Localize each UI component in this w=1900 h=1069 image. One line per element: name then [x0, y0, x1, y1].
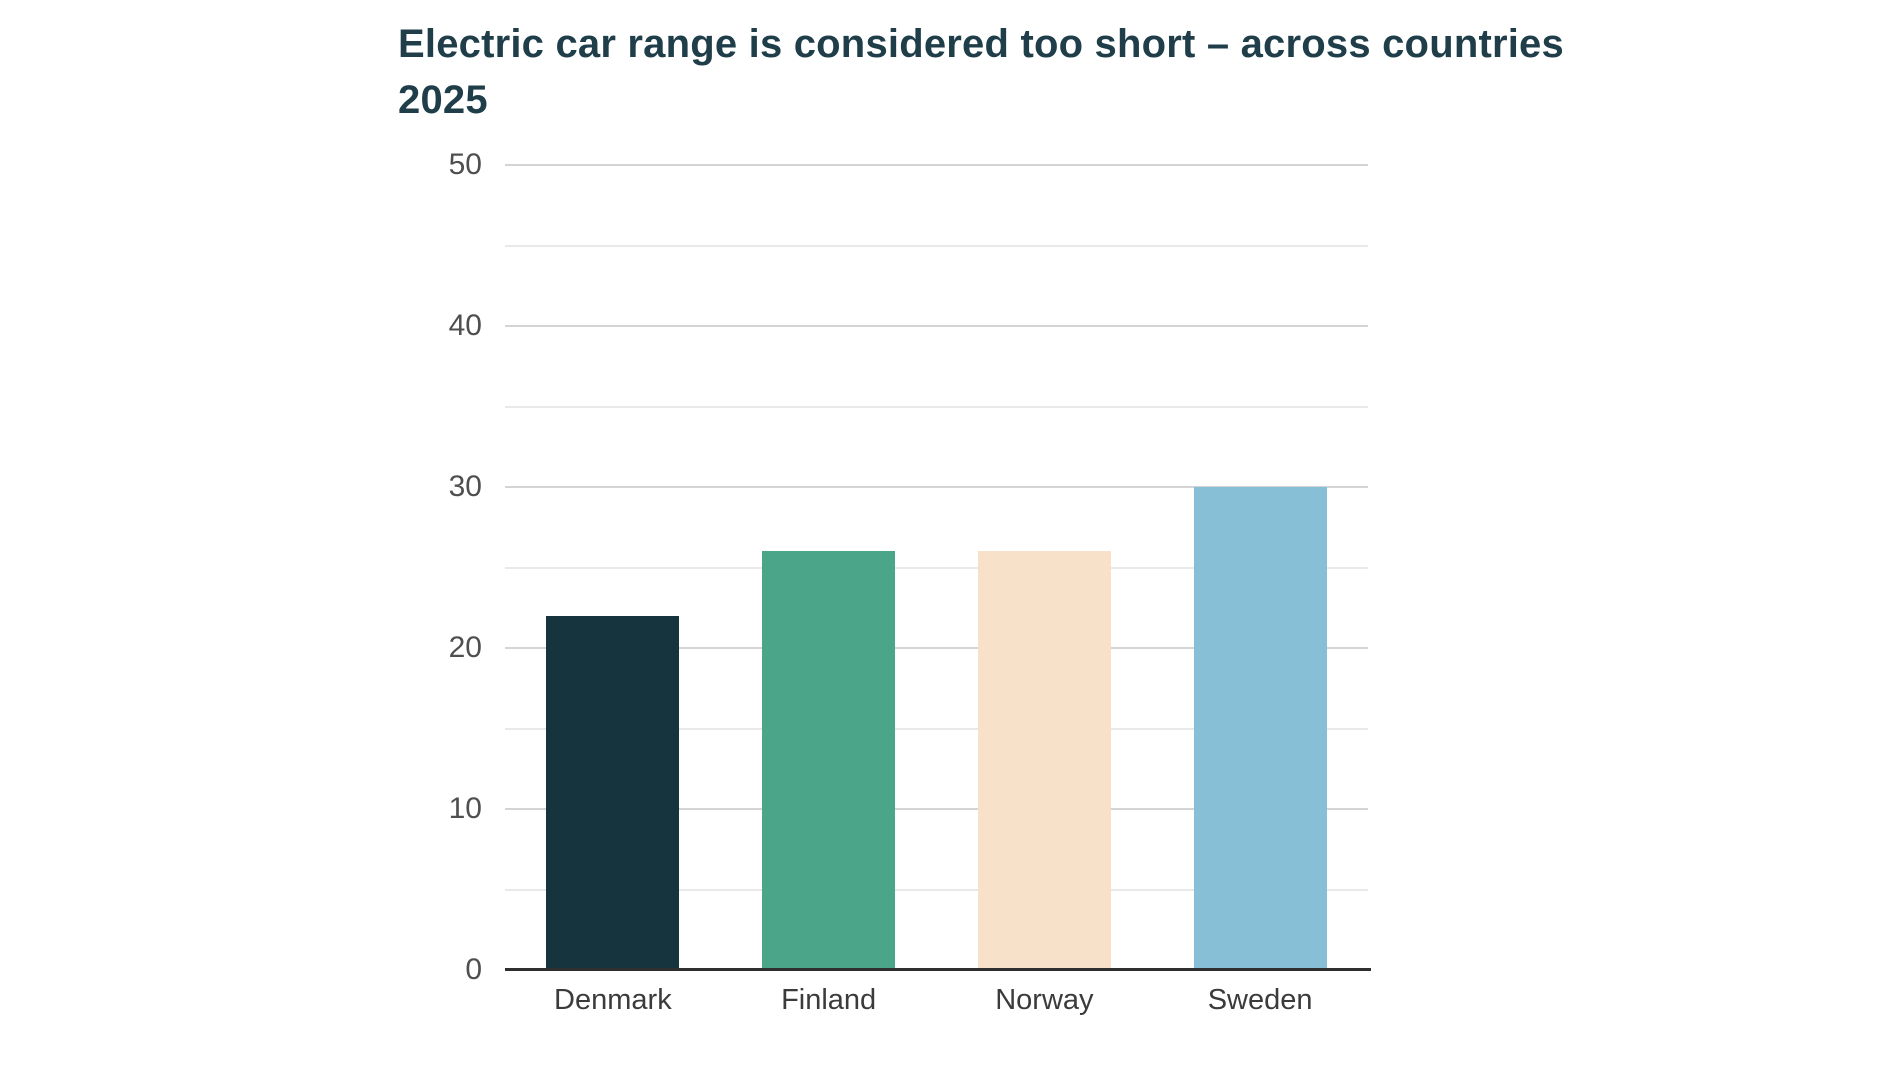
y-axis-tick-label: 0 — [465, 953, 482, 986]
gridline-minor — [505, 405, 1368, 408]
gridline-major — [505, 647, 1368, 649]
chart-title: Electric car range is considered too sho… — [398, 22, 1564, 66]
gridline-minor — [505, 888, 1368, 891]
bar-finland — [762, 551, 896, 970]
bar-norway — [977, 551, 1111, 970]
gridline-major — [505, 164, 1368, 166]
x-axis-category-label: Finland — [781, 984, 877, 1016]
y-axis-tick-label: 30 — [448, 470, 482, 503]
gridline-major — [505, 808, 1368, 810]
bar-denmark — [546, 615, 680, 970]
chart-title-block: Electric car range is considered too sho… — [398, 16, 1564, 128]
x-axis-category-label: Denmark — [554, 984, 672, 1016]
bar-sweden — [1193, 487, 1327, 970]
chart-subtitle-year: 2025 — [398, 78, 488, 122]
gridline-minor — [505, 244, 1368, 247]
y-axis-tick-label: 10 — [448, 792, 482, 825]
gridline-minor — [505, 727, 1368, 730]
y-axis-tick-label: 50 — [448, 148, 482, 181]
plot-area — [505, 164, 1368, 970]
y-axis-tick-label: 20 — [448, 631, 482, 664]
gridline-major — [505, 325, 1368, 327]
y-axis-tick-label: 40 — [448, 309, 482, 342]
x-axis-line — [505, 968, 1371, 971]
gridline-major — [505, 486, 1368, 488]
gridline-minor — [505, 566, 1368, 569]
x-axis-category-label: Sweden — [1207, 984, 1313, 1016]
x-axis-category-label: Norway — [995, 984, 1094, 1016]
